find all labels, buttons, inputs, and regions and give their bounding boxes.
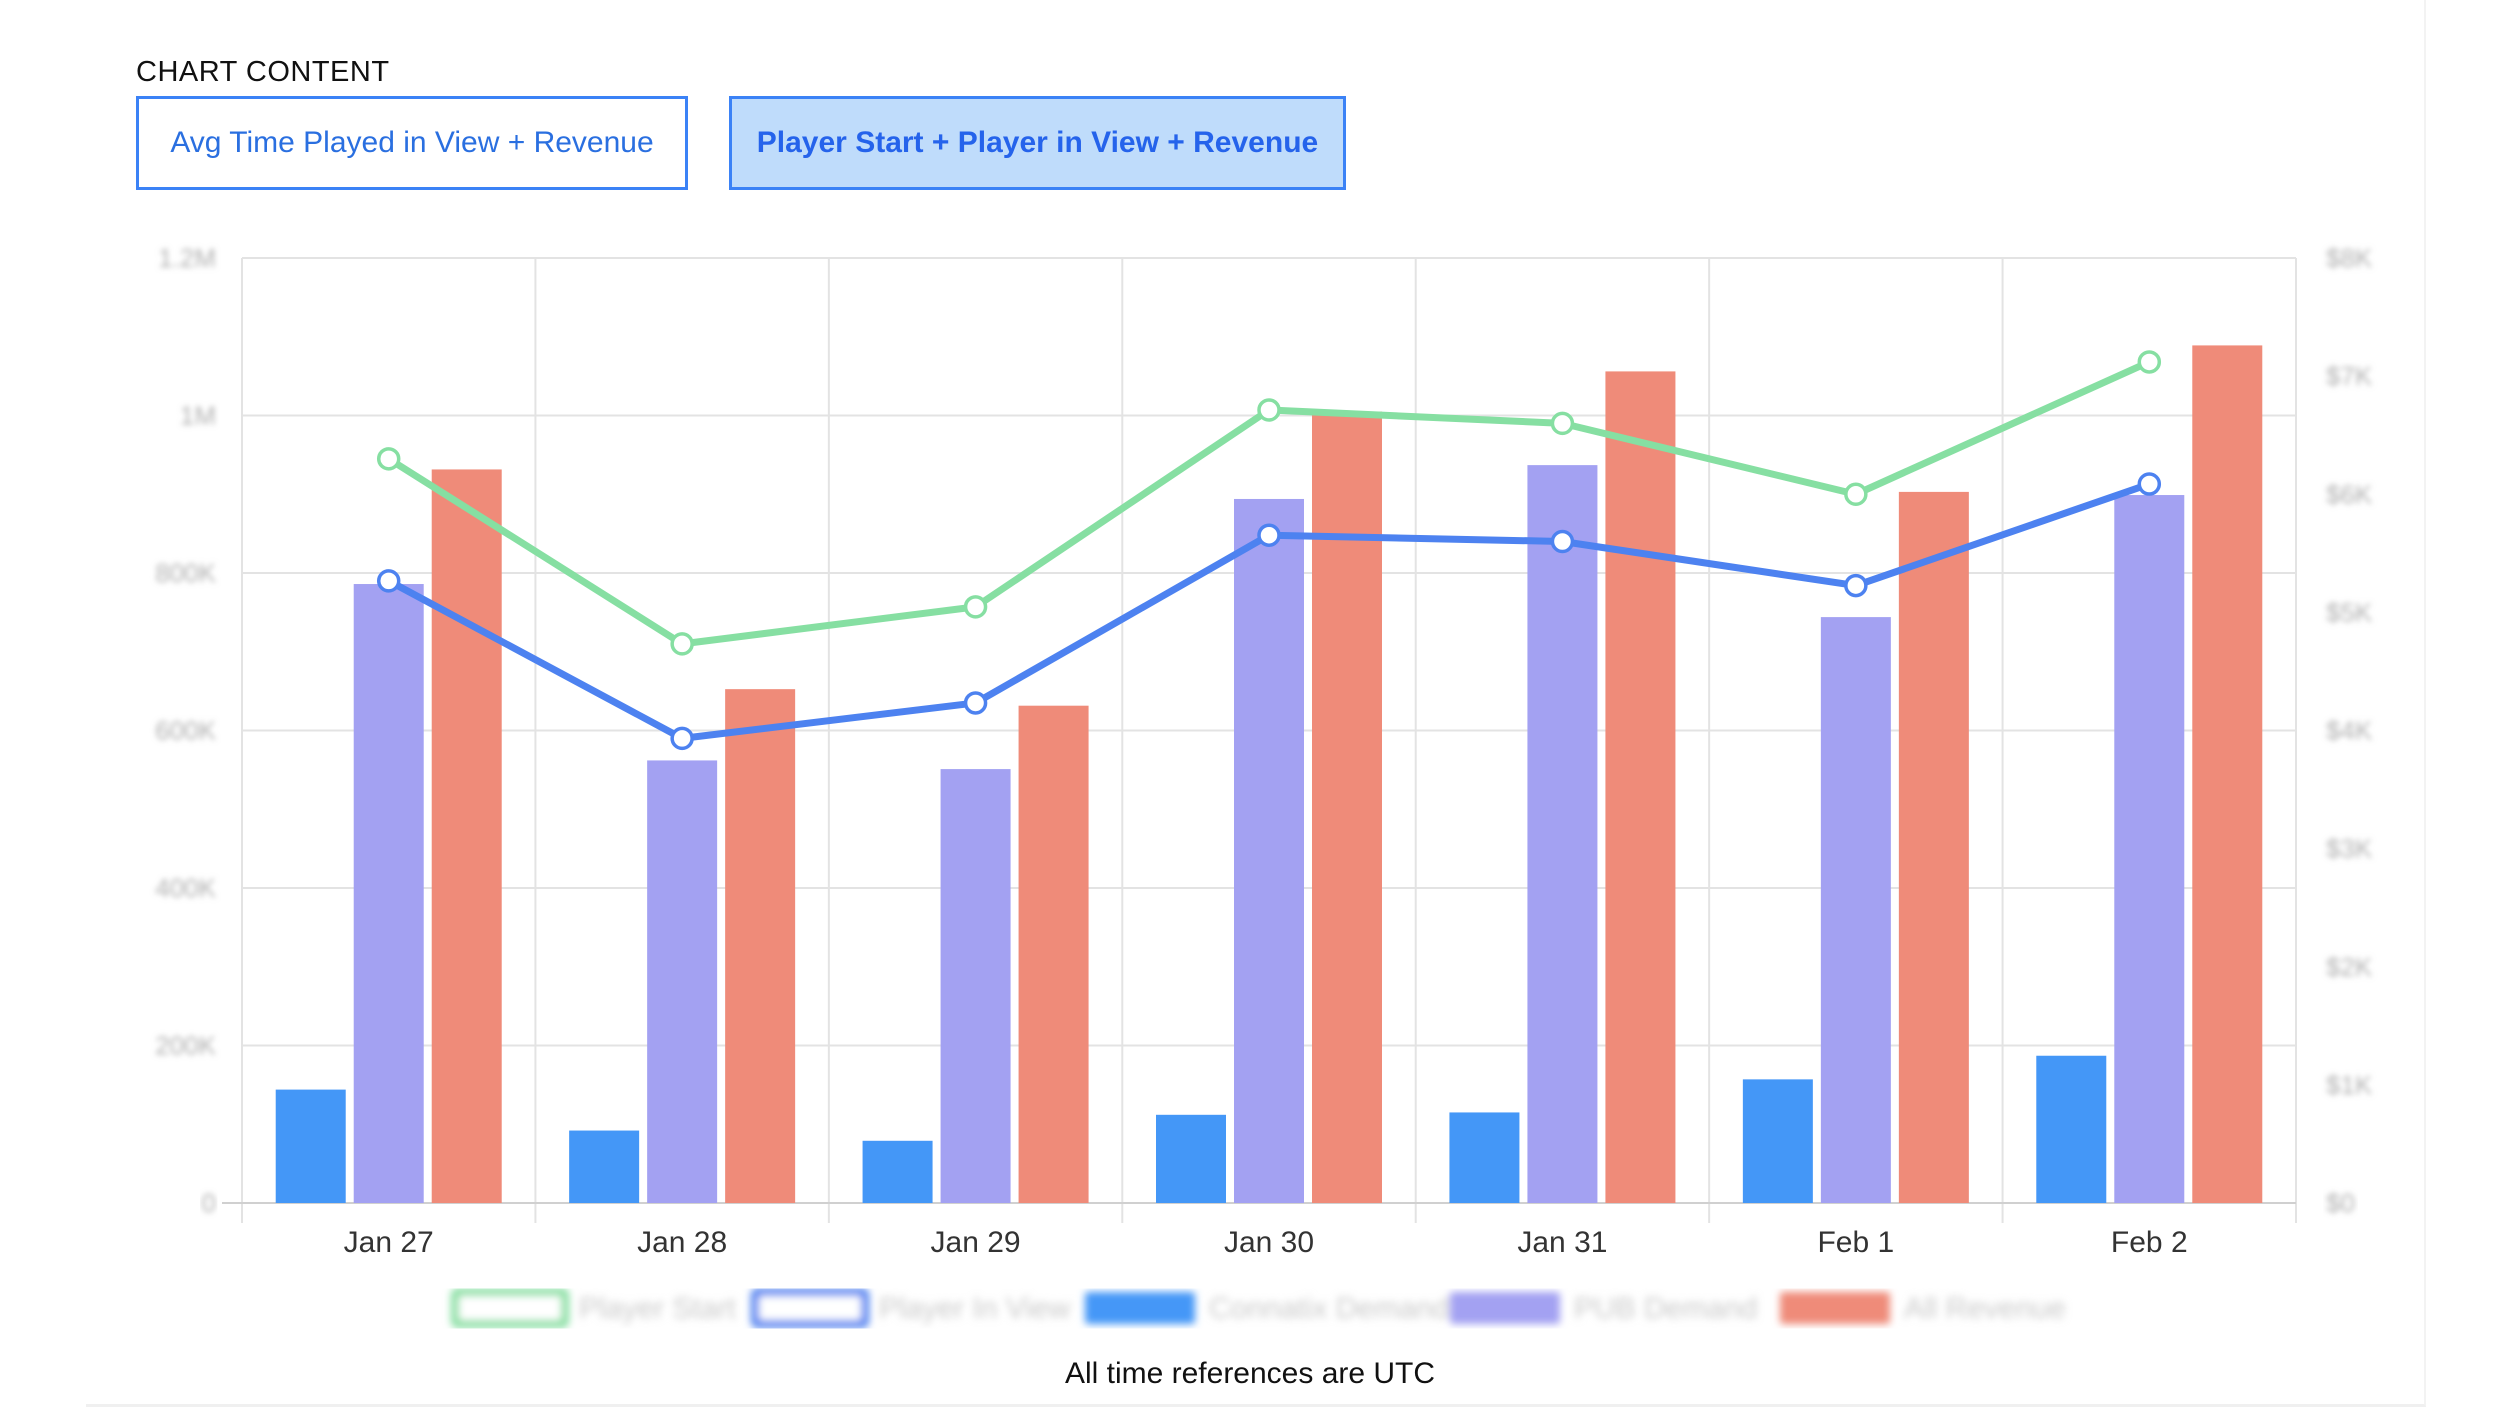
bar-pub-demand[interactable] <box>353 584 424 1203</box>
x-tick-label: Feb 1 <box>1817 1226 1894 1259</box>
legend-swatch[interactable] <box>1085 1292 1195 1324</box>
bar-all-revenue[interactable] <box>431 469 502 1204</box>
point-player-in-view[interactable] <box>1844 573 1868 598</box>
avg-time-played-button[interactable]: Avg Time Played in View + Revenue <box>136 96 688 190</box>
right-axis-tick-label: $6K <box>2326 479 2373 509</box>
left-axis-tick-label: 800K <box>155 558 216 588</box>
legend-label[interactable]: PUB Demand <box>1574 1292 1757 1325</box>
point-player-in-view[interactable] <box>1257 523 1281 547</box>
bar-connatix-demand[interactable] <box>1156 1114 1226 1203</box>
bars <box>275 345 2263 1204</box>
point-player-in-view[interactable] <box>963 691 988 715</box>
player-start-button[interactable]: Player Start + Player in View + Revenue <box>729 96 1346 190</box>
bar-pub-demand[interactable] <box>2114 495 2185 1204</box>
point-player-start[interactable] <box>376 447 401 471</box>
point-player-in-view[interactable] <box>376 569 401 593</box>
right-axis-tick-label: $5K <box>2326 597 2373 627</box>
x-tick-label: Jan 27 <box>344 1226 434 1259</box>
legend-label[interactable]: Player In View <box>879 1292 1071 1325</box>
legend-swatch[interactable] <box>1780 1292 1890 1324</box>
lines <box>376 350 2162 751</box>
bar-all-revenue[interactable] <box>725 689 796 1203</box>
bar-pub-demand[interactable] <box>1234 498 1304 1204</box>
point-player-start[interactable] <box>963 595 988 619</box>
legend-label[interactable]: All Revenue <box>1904 1292 2066 1325</box>
point-player-start[interactable] <box>1550 411 1575 436</box>
bar-connatix-demand[interactable] <box>569 1130 640 1203</box>
bar-pub-demand[interactable] <box>1527 465 1598 1203</box>
x-tick-label: Feb 2 <box>2111 1226 2188 1259</box>
bar-connatix-demand[interactable] <box>2036 1055 2107 1203</box>
bar-pub-demand[interactable] <box>647 760 718 1203</box>
bar-all-revenue[interactable] <box>1605 371 1676 1203</box>
right-axis-ticks: $0 $1K $2K $3K $4K $5K $6K $7K $8K <box>2326 243 2373 1218</box>
bar-connatix-demand[interactable] <box>275 1089 346 1203</box>
point-player-in-view[interactable] <box>2137 472 2162 496</box>
left-axis-tick-label: 0 <box>202 1188 216 1218</box>
bar-pub-demand[interactable] <box>1820 617 1891 1203</box>
point-player-start[interactable] <box>2137 350 2162 374</box>
legend-swatch[interactable] <box>451 1288 569 1328</box>
left-axis-ticks: 0 200K 400K 600K 800K 1M 1.2M <box>155 243 216 1218</box>
bar-all-revenue[interactable] <box>1018 705 1089 1203</box>
left-axis-tick-label: 1.2M <box>158 243 216 273</box>
left-axis-tick-label: 200K <box>155 1031 216 1061</box>
right-axis-tick-label: $1K <box>2326 1070 2373 1100</box>
section-label: CHART CONTENT <box>136 56 390 88</box>
point-player-start[interactable] <box>1257 398 1281 422</box>
x-axis-ticks: Jan 27 Jan 28 Jan 29 Jan 30 Jan 31 Feb 1 Feb 2 <box>344 1226 2188 1259</box>
right-axis-tick-label: $3K <box>2326 834 2373 864</box>
bar-all-revenue[interactable] <box>1312 411 1382 1203</box>
right-axis-tick-label: $4K <box>2326 716 2373 746</box>
x-tick-label: Jan 30 <box>1224 1226 1314 1259</box>
bar-pub-demand[interactable] <box>940 769 1011 1203</box>
right-axis-tick-label: $2K <box>2326 952 2373 982</box>
legend-swatch[interactable] <box>751 1288 869 1328</box>
left-axis-tick-label: 1M <box>180 401 216 431</box>
point-player-start[interactable] <box>1844 482 1868 506</box>
bar-connatix-demand[interactable] <box>1742 1079 1813 1203</box>
left-axis-tick-label: 600K <box>155 716 216 746</box>
left-axis-tick-label: 400K <box>155 873 216 903</box>
x-tick-label: Jan 28 <box>637 1226 727 1259</box>
bar-all-revenue[interactable] <box>2192 345 2263 1204</box>
legend-label[interactable]: Connatix Demand <box>1209 1292 1449 1325</box>
bar-connatix-demand[interactable] <box>1449 1112 1520 1203</box>
legend-label[interactable]: Player Start <box>579 1292 736 1325</box>
bar-connatix-demand[interactable] <box>862 1140 933 1203</box>
x-tick-label: Jan 31 <box>1517 1226 1607 1259</box>
point-player-in-view[interactable] <box>1550 529 1575 554</box>
right-axis-tick-label: $7K <box>2326 361 2373 391</box>
right-axis-tick-label: $8K <box>2326 243 2373 273</box>
bar-all-revenue[interactable] <box>1898 491 1969 1203</box>
legend: Player Start Player In View Connatix Deman… <box>451 1288 2066 1328</box>
point-player-start[interactable] <box>670 632 694 656</box>
point-player-in-view[interactable] <box>670 726 694 751</box>
legend-swatch[interactable] <box>1450 1292 1560 1324</box>
right-axis-tick-label: $0 <box>2326 1188 2355 1218</box>
x-tick-label: Jan 29 <box>931 1226 1021 1259</box>
utc-footnote: All time references are UTC <box>1064 1357 1436 1390</box>
